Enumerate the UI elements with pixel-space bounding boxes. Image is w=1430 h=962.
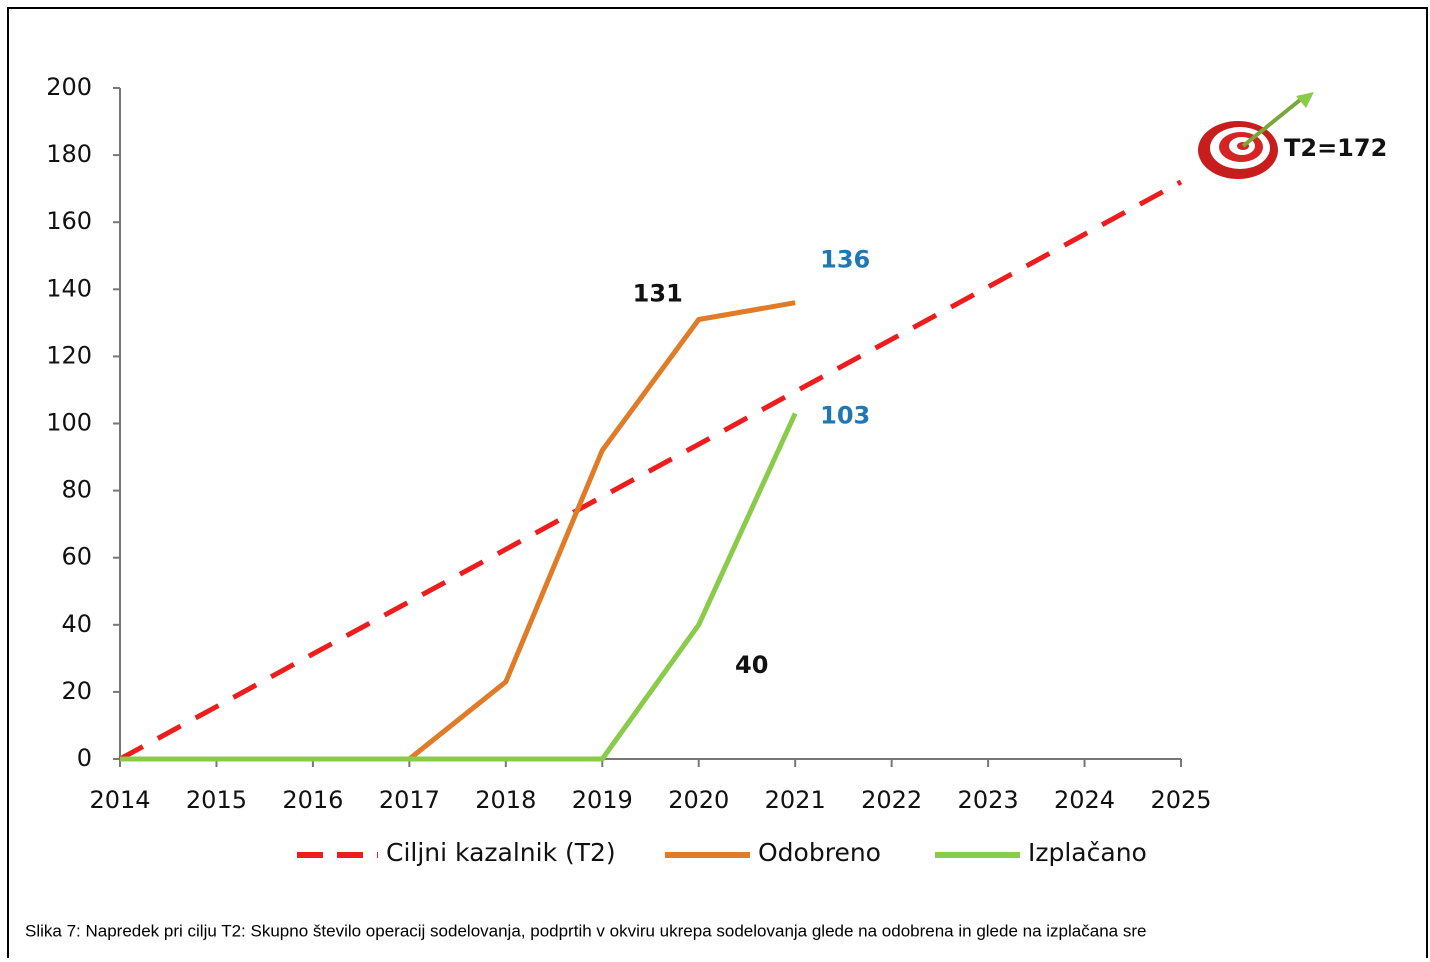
y-tick-label: 60 — [61, 543, 92, 571]
x-tick-label: 2022 — [861, 786, 922, 814]
legend-label: Izplačano — [1028, 838, 1147, 867]
x-tick-label: 2023 — [958, 786, 1019, 814]
x-tick-label: 2020 — [668, 786, 729, 814]
x-tick-label: 2025 — [1150, 786, 1211, 814]
x-tick-label: 2016 — [282, 786, 343, 814]
data-label: 103 — [820, 401, 870, 429]
data-label: 131 — [633, 279, 683, 307]
y-tick-label: 20 — [61, 677, 92, 705]
data-label: 136 — [820, 246, 870, 274]
legend-label: Odobreno — [758, 838, 881, 867]
line-series — [120, 182, 1181, 759]
x-tick-label: 2021 — [765, 786, 826, 814]
y-tick-label: 180 — [46, 140, 92, 168]
y-tick-label: 140 — [46, 274, 92, 302]
x-tick-label: 2015 — [186, 786, 247, 814]
x-tick-label: 2018 — [475, 786, 536, 814]
y-tick-label: 200 — [46, 73, 92, 101]
x-tick-label: 2024 — [1054, 786, 1115, 814]
annotation: T2=172 — [1284, 134, 1387, 162]
x-tick-label: 2017 — [379, 786, 440, 814]
legend-label: Ciljni kazalnik (T2) — [386, 838, 616, 867]
chart: T2=172 Slika 7: Napredek pri cilju T2: S… — [0, 0, 1430, 958]
y-tick-label: 120 — [46, 341, 92, 369]
y-tick-label: 100 — [46, 409, 92, 437]
x-tick-label: 2019 — [572, 786, 633, 814]
y-tick-label: 160 — [46, 207, 92, 235]
line-series — [120, 413, 795, 759]
y-tick-label: 0 — [77, 744, 92, 772]
line-series — [120, 303, 795, 759]
y-tick-label: 80 — [61, 476, 92, 504]
caption: Slika 7: Napredek pri cilju T2: Skupno š… — [25, 921, 1146, 940]
x-tick-label: 2014 — [89, 786, 150, 814]
y-tick-label: 40 — [61, 610, 92, 638]
data-label: 40 — [735, 651, 768, 679]
